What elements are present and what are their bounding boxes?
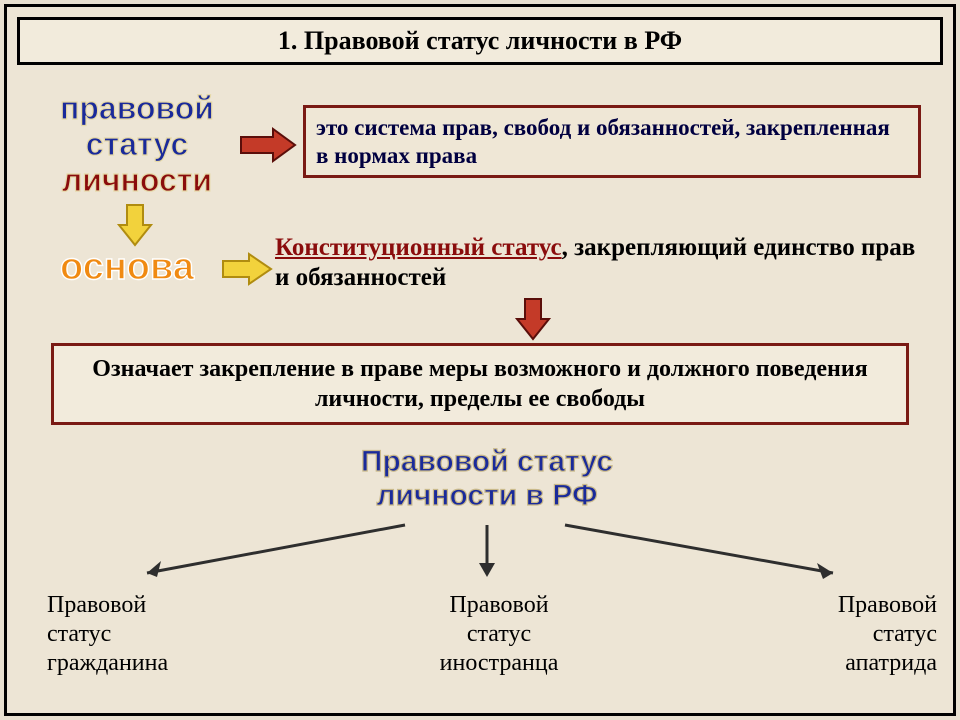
status-title: Правовой статус личности в РФ — [307, 439, 667, 524]
arrow-branch-right — [563, 523, 863, 587]
arrow-branch-mid — [467, 523, 507, 587]
status-l2: личности в РФ — [376, 479, 597, 512]
title-bar: 1. Правовой статус личности в РФ — [17, 17, 943, 65]
term-l3: личности — [62, 162, 212, 198]
arrow-term-to-def — [239, 125, 299, 165]
term-pravo: правовой статус личности — [27, 85, 247, 210]
term-l2: статус — [86, 126, 189, 162]
status-svg: Правовой статус личности в РФ — [307, 439, 667, 519]
definition-text: это система прав, свобод и обязанностей,… — [316, 115, 890, 168]
basis-label: основа — [27, 243, 227, 298]
slide-frame: 1. Правовой статус личности в РФ правово… — [4, 4, 956, 716]
branch-foreigner: Правовой статус иностранца — [399, 591, 599, 677]
arrow-down-to-basis — [115, 203, 155, 247]
arrow-branch-left — [127, 523, 407, 587]
term-svg: правовой статус личности — [27, 85, 247, 205]
branch-citizen: Правовой статус гражданина — [47, 591, 267, 677]
meaning-box: Означает закрепление в праве меры возмож… — [51, 343, 909, 425]
meaning-text: Означает закрепление в праве меры возмож… — [92, 356, 867, 412]
basis-svg: основа — [27, 243, 227, 293]
branch-apatrid: Правовой статус апатрида — [767, 591, 937, 677]
arrow-basis-right — [221, 251, 273, 287]
status-l1: Правовой статус — [361, 445, 613, 478]
basis-text: основа — [60, 246, 195, 288]
konst-status: Конституционный статус, закрепляющий еди… — [275, 233, 935, 293]
title-text: 1. Правовой статус личности в РФ — [278, 26, 682, 56]
term-l1: правовой — [60, 90, 214, 126]
konst-under: Конституционный статус — [275, 234, 562, 261]
arrow-down-to-meaning — [513, 297, 553, 341]
definition-box: это система прав, свобод и обязанностей,… — [303, 105, 921, 178]
